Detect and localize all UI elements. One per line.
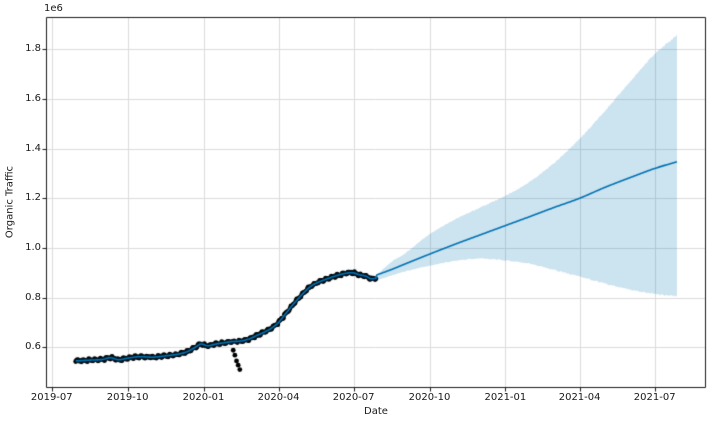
x-tick-label-2021-07: 2021-07 <box>633 392 676 403</box>
y-axis-offset-label: 1e6 <box>44 3 63 14</box>
x-tick-label-2020-01: 2020-01 <box>182 392 225 403</box>
y-tick-label-1.0: 1.0 <box>25 241 41 253</box>
x-tick-label-2020-10: 2020-10 <box>408 392 451 403</box>
x-tick-label-2020-07: 2020-07 <box>332 392 375 403</box>
y-tick-label-1.2: 1.2 <box>25 192 41 204</box>
y-tick-label-0.6: 0.6 <box>25 341 41 353</box>
y-tick-label-1.4: 1.4 <box>25 142 41 154</box>
x-axis-title: Date <box>364 406 388 417</box>
y-tick-label-0.8: 0.8 <box>25 291 41 303</box>
x-tick-label-2021-04: 2021-04 <box>558 392 601 403</box>
x-tick-label-2019-07: 2019-07 <box>30 392 73 403</box>
x-tick-label-2020-04: 2020-04 <box>257 392 300 403</box>
x-tick-label-2021-01: 2021-01 <box>484 392 527 403</box>
x-tick-label-2019-10: 2019-10 <box>106 392 149 403</box>
y-tick-label-1.8: 1.8 <box>25 43 41 55</box>
y-tick-label-1.6: 1.6 <box>25 92 41 104</box>
